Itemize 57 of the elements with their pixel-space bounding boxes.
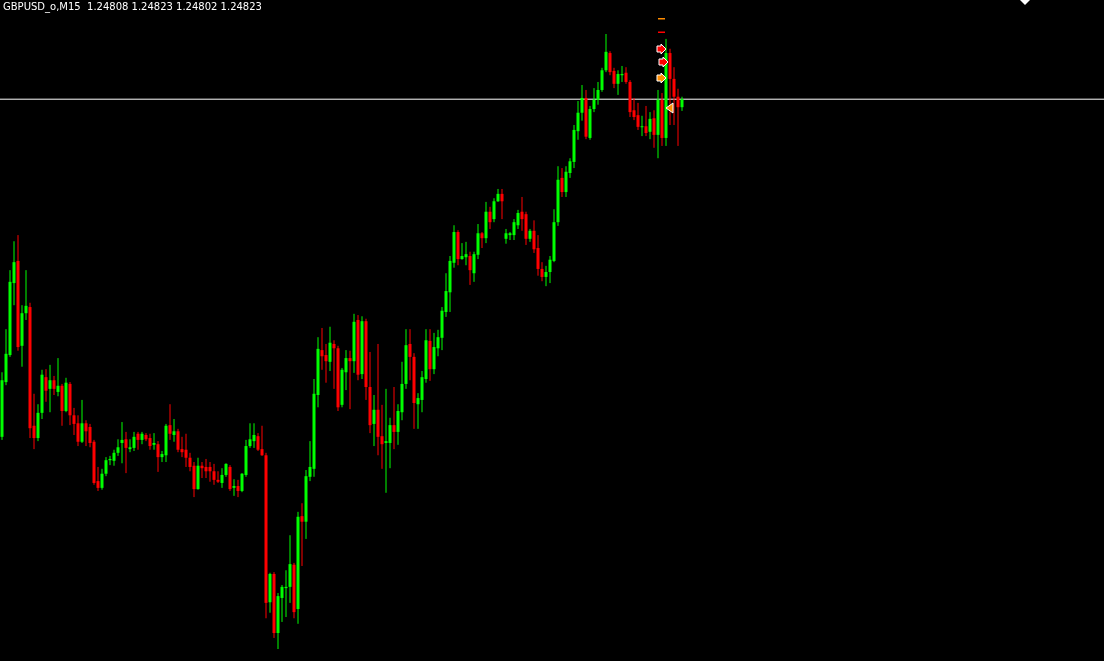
candlestick: [328, 326, 332, 372]
candlestick: [636, 102, 640, 131]
candlestick: [156, 440, 160, 473]
candlestick: [44, 368, 48, 403]
candlestick: [372, 394, 376, 447]
candlestick: [140, 431, 144, 445]
candlestick: [204, 458, 208, 479]
candlestick: [172, 418, 176, 443]
candlestick: [392, 386, 396, 450]
candlestick: [192, 461, 196, 498]
candlestick: [56, 357, 60, 397]
candlestick: [652, 109, 656, 149]
candlestick: [48, 364, 52, 413]
candlestick: [232, 478, 236, 497]
candlestick: [560, 167, 564, 198]
candlestick: [184, 433, 188, 468]
candlestick: [324, 343, 328, 384]
candlestick: [384, 388, 388, 494]
candlestick: [148, 433, 152, 451]
candlestick: [252, 422, 256, 449]
candlestick: [388, 417, 392, 469]
candlestick: [644, 105, 648, 137]
candlestick: [216, 470, 220, 484]
chart-title: GBPUSD_o,M15 1.24808 1.24823 1.24802 1.24823: [3, 1, 262, 13]
candlestick: [300, 502, 304, 567]
candlestick: [176, 428, 180, 453]
candlestick: [136, 431, 140, 451]
candlestick: [168, 403, 172, 441]
candlestick: [464, 241, 468, 266]
candlestick: [648, 111, 652, 140]
candlestick: [152, 432, 156, 451]
candlestick: [212, 463, 216, 486]
candlestick: [432, 332, 436, 375]
candlestick: [500, 188, 504, 220]
candlestick: [228, 464, 232, 492]
candlestick: [76, 414, 80, 447]
candlestick: [348, 350, 352, 410]
candlestick: [124, 431, 128, 474]
candlestick: [640, 115, 644, 137]
candlestick: [288, 534, 292, 604]
candlestick: [480, 231, 484, 249]
candlestick: [220, 467, 224, 489]
candlestick: [536, 234, 540, 277]
candlestick: [80, 399, 84, 444]
candlestick: [52, 375, 56, 396]
candlestick: [468, 251, 472, 286]
candlestick: [460, 242, 464, 261]
candlestick: [132, 431, 136, 452]
candlestick: [488, 206, 492, 230]
candlestick: [196, 457, 200, 491]
candlestick: [616, 69, 620, 96]
candlestick: [208, 461, 212, 483]
candlestick: [380, 404, 384, 470]
candlestick: [84, 419, 88, 447]
candlestick: [120, 421, 124, 464]
candlestick: [236, 479, 240, 498]
candlestick: [504, 228, 508, 245]
